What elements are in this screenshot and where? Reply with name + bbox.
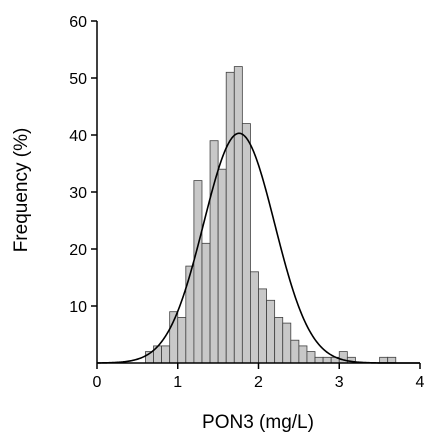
- y-tick-label: 50: [69, 71, 87, 88]
- y-tick-label: 30: [69, 185, 87, 202]
- x-tick-label: 0: [93, 374, 102, 391]
- histogram-bar: [225, 71, 235, 364]
- histogram-bar: [177, 316, 187, 364]
- histogram-bar: [298, 345, 308, 364]
- histogram-bar: [314, 356, 324, 364]
- y-tick-label: 40: [69, 128, 87, 145]
- histogram-bar: [322, 356, 332, 364]
- histogram-bar: [217, 168, 227, 364]
- histogram-bar: [250, 271, 259, 364]
- histogram-bar: [282, 322, 292, 364]
- histogram-bar: [161, 345, 171, 364]
- histogram-bar: [387, 356, 397, 364]
- histogram-bar: [258, 288, 267, 364]
- histogram-bar: [290, 339, 300, 364]
- histogram-bar: [266, 299, 276, 364]
- histogram-bar: [201, 242, 211, 364]
- x-tick-label: 2: [254, 374, 263, 391]
- x-axis-title: PON3 (mg/L): [202, 412, 314, 433]
- y-axis-ticks: 10 20 30 40 50 60: [69, 14, 97, 316]
- y-tick-label: 60: [69, 14, 87, 31]
- histogram-bars: [145, 66, 397, 364]
- y-tick-label: 10: [69, 299, 87, 316]
- y-tick-label: 20: [69, 242, 87, 259]
- histogram-bar: [185, 265, 195, 364]
- x-tick-label: 3: [335, 374, 344, 391]
- x-tick-label: 4: [416, 374, 425, 391]
- x-axis-ticks: 0 1 2 3 4: [93, 363, 425, 391]
- histogram-bar: [193, 180, 203, 364]
- histogram-bar: [306, 351, 316, 364]
- histogram-bar: [274, 316, 284, 364]
- x-tick-label: 1: [173, 374, 182, 391]
- histogram-bar: [241, 123, 251, 364]
- y-axis-title: Frequency (%): [11, 128, 32, 253]
- histogram-bar: [233, 66, 243, 364]
